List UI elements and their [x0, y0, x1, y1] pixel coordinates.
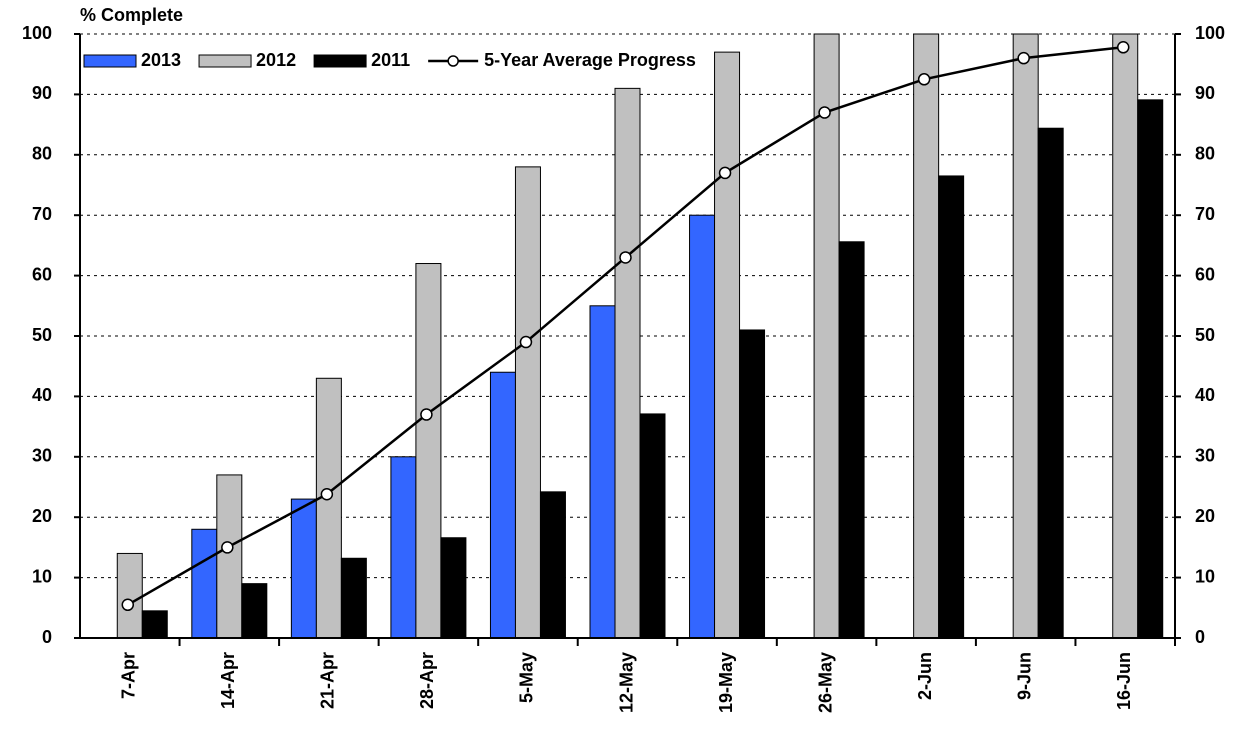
bar [116, 552, 143, 639]
y2-tick-label: 50 [1195, 325, 1215, 345]
legend-item: 2013 [83, 50, 181, 70]
y-tick-label: 50 [32, 325, 52, 345]
y2-tick-label: 80 [1195, 144, 1215, 164]
legend-item: 2012 [198, 50, 296, 70]
marker [818, 106, 831, 119]
x-tick-label: 2-Jun [915, 652, 935, 700]
legend-item: 5-Year Average Progress [428, 50, 696, 70]
bar [739, 329, 766, 639]
bar [489, 371, 516, 639]
bar [589, 305, 616, 639]
marker [519, 335, 533, 349]
bar [938, 175, 965, 639]
y-tick-label: 30 [32, 446, 52, 466]
marker [1116, 41, 1130, 54]
x-tick-label: 21-Apr [318, 652, 338, 709]
bar [714, 51, 741, 639]
bar [1137, 99, 1164, 639]
marker [718, 166, 732, 180]
y2-tick-label: 20 [1195, 506, 1215, 526]
x-tick-label: 19-May [716, 652, 736, 713]
legend-label: 2011 [371, 50, 410, 70]
x-tick-label: 7-Apr [119, 652, 139, 699]
y2-tick-label: 0 [1195, 627, 1205, 647]
legend-swatch [198, 54, 252, 68]
x-tick-label: 9-Jun [1014, 652, 1034, 700]
y-tick-label: 40 [32, 385, 52, 405]
marker [221, 541, 234, 554]
bar [191, 528, 218, 639]
bar [415, 263, 442, 639]
x-tick-label: 14-Apr [218, 652, 238, 709]
legend-label: 2012 [256, 50, 296, 70]
y-tick-label: 10 [32, 566, 52, 586]
bar [340, 557, 367, 639]
bar [241, 583, 268, 639]
legend-swatch [313, 54, 367, 68]
x-tick-label: 12-May [616, 652, 636, 713]
bar [290, 498, 317, 639]
bar [1037, 127, 1064, 639]
y2-tick-label: 30 [1195, 446, 1215, 466]
y-tick-label: 0 [42, 627, 52, 647]
bar [913, 33, 940, 639]
y-tick-label: 60 [32, 264, 52, 284]
marker [320, 487, 334, 501]
bar [1012, 33, 1039, 639]
marker [619, 251, 632, 264]
bar [614, 87, 641, 639]
x-tick-label: 26-May [815, 652, 835, 713]
y-tick-label: 70 [32, 204, 52, 224]
bar [141, 610, 168, 639]
y2-tick-label: 90 [1195, 83, 1215, 103]
x-tick-label: 16-Jun [1114, 652, 1134, 710]
marker [420, 408, 433, 421]
x-tick-label: 28-Apr [417, 652, 437, 709]
legend-label: 5-Year Average Progress [484, 50, 696, 70]
bar [539, 491, 566, 639]
bar [390, 456, 417, 639]
y-axis-label: % Complete [80, 5, 183, 25]
x-tick-label: 5-May [517, 652, 537, 703]
bar [514, 166, 541, 639]
legend-label: 2013 [141, 50, 181, 70]
legend-swatch [83, 54, 137, 68]
bar [813, 33, 840, 639]
legend-marker [447, 55, 459, 67]
y-tick-label: 20 [32, 506, 52, 526]
bar [639, 413, 666, 639]
y2-tick-label: 70 [1195, 204, 1215, 224]
y-tick-label: 100 [22, 23, 52, 43]
bar [689, 214, 716, 639]
y2-tick-label: 60 [1195, 264, 1215, 284]
bar [440, 537, 467, 639]
bar [315, 377, 342, 639]
y2-tick-label: 40 [1195, 385, 1215, 405]
y2-tick-label: 10 [1195, 566, 1215, 586]
marker [917, 73, 931, 86]
y2-tick-label: 100 [1195, 23, 1225, 43]
y-tick-label: 90 [32, 83, 52, 103]
y-tick-label: 80 [32, 144, 52, 164]
marker [1017, 51, 1030, 65]
marker [121, 598, 135, 612]
bar [216, 474, 243, 639]
bar [838, 241, 865, 639]
bar [1112, 33, 1139, 639]
legend-item: 2011 [313, 50, 410, 70]
